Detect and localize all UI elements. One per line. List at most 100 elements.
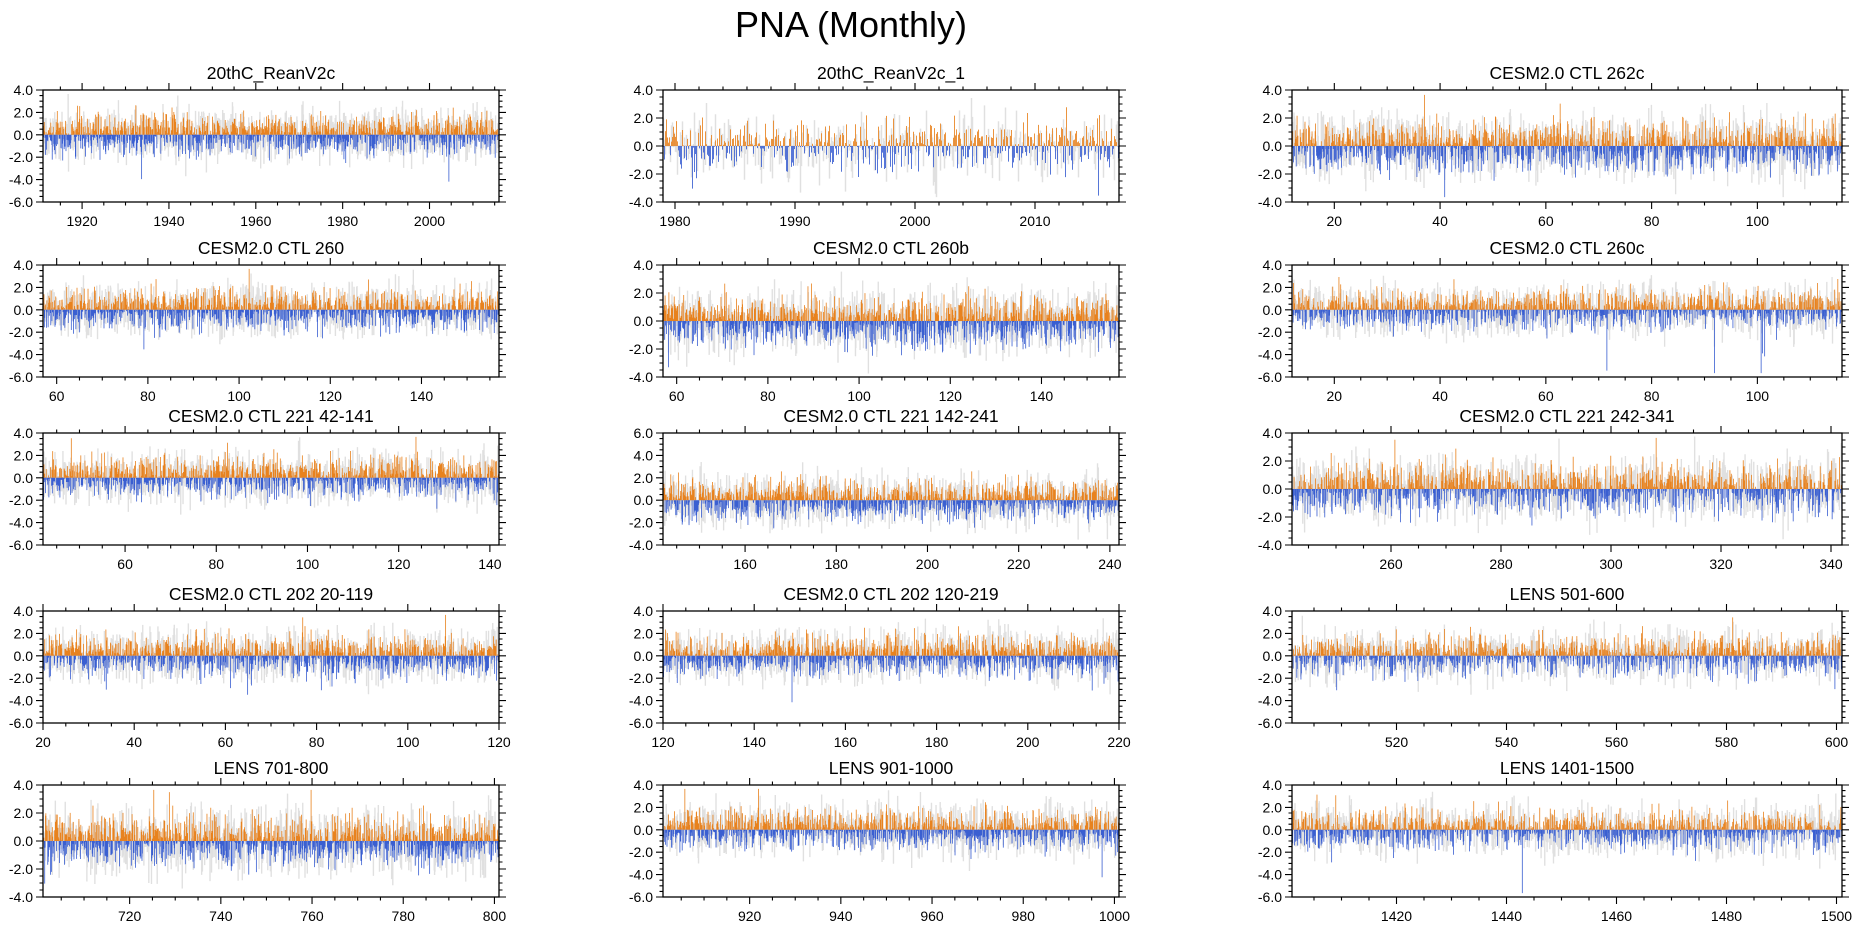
- x-tick-label: 200: [916, 556, 940, 572]
- x-tick-label: 100: [847, 388, 871, 404]
- panel-title: LENS 701-800: [213, 758, 329, 778]
- y-tick-label: -6.0: [629, 715, 653, 731]
- y-tick-label: 0.0: [634, 648, 654, 664]
- y-tick-label: 0.0: [14, 302, 34, 318]
- y-tick-label: -2.0: [1258, 324, 1282, 340]
- x-tick-label: 140: [743, 734, 767, 750]
- x-tick-label: 560: [1605, 734, 1629, 750]
- x-tick-label: 80: [1644, 388, 1660, 404]
- y-tick-label: 2.0: [14, 447, 34, 463]
- x-tick-label: 2000: [899, 213, 930, 229]
- x-tick-label: 300: [1599, 556, 1623, 572]
- x-tick-label: 1920: [67, 213, 98, 229]
- y-tick-label: 0.0: [634, 138, 654, 154]
- y-tick-label: 0.0: [14, 648, 34, 664]
- y-tick-label: -2.0: [1258, 509, 1282, 525]
- chart-canvas: 4.0 2.0 0.0 -2.0 -4.0 260 280 300 320 340: [1258, 425, 1849, 572]
- y-tick-label: -2.0: [9, 324, 33, 340]
- panel-title: CESM2.0 CTL 202 20-119: [168, 584, 374, 604]
- y-tick-label: -2.0: [629, 166, 653, 182]
- y-tick-label: 0.0: [14, 127, 34, 143]
- chart-canvas: 4.0 2.0 0.0 -2.0 -4.0 -6.020 40 60 80 100 120: [9, 603, 511, 750]
- chart-canvas: 4.0 2.0 0.0 -2.0 -4.0 20 40 60 80 100: [1258, 82, 1849, 229]
- y-tick-label: 2.0: [634, 625, 654, 641]
- x-tick-label: 600: [1825, 734, 1849, 750]
- x-tick-label: 1440: [1491, 908, 1522, 924]
- chart-canvas: 4.0 2.0 0.0 -2.0 -4.0 1980 1990 2000 2010: [629, 82, 1126, 229]
- panel-title: LENS 501-600: [1509, 584, 1625, 604]
- x-tick-label: 100: [1746, 388, 1770, 404]
- x-tick-label: 280: [1489, 556, 1513, 572]
- y-tick-label: -4.0: [1258, 347, 1282, 363]
- chart-canvas: 6.0 4.0 2.0 0.0 -2.0 -4.0 160 180 200 220 240: [629, 425, 1126, 572]
- bar-series: [1292, 791, 1842, 894]
- y-tick-label: 4.0: [14, 603, 34, 619]
- y-tick-label: -2.0: [9, 492, 33, 508]
- panel-title: CESM2.0 CTL 260c: [1489, 238, 1645, 258]
- bar-series: [1292, 94, 1842, 198]
- y-tick-label: 2.0: [634, 285, 654, 301]
- y-tick-label: -4.0: [629, 194, 653, 210]
- y-tick-label: -6.0: [9, 715, 33, 731]
- x-tick-label: 1940: [153, 213, 184, 229]
- y-tick-label: 2.0: [634, 110, 654, 126]
- x-tick-label: 180: [925, 734, 949, 750]
- y-tick-label: 4.0: [1263, 257, 1283, 273]
- x-tick-label: 220: [1107, 734, 1131, 750]
- x-tick-label: 1960: [240, 213, 271, 229]
- y-tick-label: 2.0: [1263, 453, 1283, 469]
- x-tick-label: 240: [1098, 556, 1122, 572]
- panel-title: CESM2.0 CTL 260b: [813, 238, 969, 258]
- y-tick-label: -6.0: [9, 537, 33, 553]
- y-tick-label: 4.0: [14, 82, 34, 98]
- y-tick-label: 4.0: [14, 777, 34, 793]
- x-tick-label: 20: [1327, 388, 1343, 404]
- panel-lens-1401-1500: LENS 1401-1500 4.0 2.0 0.0 -2.0 -4.0 -6.0 1420 1…: [1258, 758, 1852, 924]
- y-tick-label: 2.0: [634, 470, 654, 486]
- y-tick-label: 2.0: [14, 805, 34, 821]
- y-tick-label: 0.0: [634, 492, 654, 508]
- x-tick-label: 40: [126, 734, 142, 750]
- panel-title: 20thC_ReanV2c: [206, 63, 336, 83]
- x-tick-label: 220: [1007, 556, 1031, 572]
- y-tick-label: 4.0: [634, 447, 654, 463]
- figure-title: PNA (Monthly): [734, 4, 968, 45]
- y-tick-label: -2.0: [629, 844, 653, 860]
- bar-series: [43, 436, 499, 515]
- x-tick-label: 780: [392, 908, 416, 924]
- y-tick-label: 6.0: [634, 425, 654, 441]
- panel-cesm2-0-ctl-260c: CESM2.0 CTL 260c 4.0 2.0 0.0 -2.0 -4.0 -6.0 20 4…: [1258, 238, 1849, 404]
- x-tick-label: 200: [1016, 734, 1040, 750]
- panel-title: CESM2.0 CTL 202 120-219: [783, 584, 999, 604]
- x-tick-label: 100: [396, 734, 420, 750]
- x-tick-label: 60: [1538, 388, 1554, 404]
- panel-lens-901-1000: LENS 901-1000 4.0 2.0 0.0 -2.0 -4.0 -6.0 920 940…: [629, 758, 1130, 924]
- x-tick-label: 20: [35, 734, 51, 750]
- y-tick-label: -6.0: [1258, 715, 1282, 731]
- x-tick-label: 80: [140, 388, 156, 404]
- bar-series: [663, 788, 1119, 878]
- y-tick-label: 4.0: [634, 777, 654, 793]
- bar-series: [43, 268, 499, 350]
- bar-series: [663, 462, 1119, 540]
- x-tick-label: 80: [208, 556, 224, 572]
- y-tick-label: 0.0: [1263, 648, 1283, 664]
- y-tick-label: -2.0: [9, 670, 33, 686]
- y-tick-label: -4.0: [9, 347, 33, 363]
- x-tick-label: 100: [227, 388, 251, 404]
- x-tick-label: 980: [1012, 908, 1036, 924]
- x-tick-label: 40: [1432, 213, 1448, 229]
- y-tick-label: -6.0: [1258, 369, 1282, 385]
- y-tick-label: 2.0: [634, 799, 654, 815]
- y-tick-label: 2.0: [1263, 279, 1283, 295]
- x-tick-label: 760: [300, 908, 324, 924]
- y-tick-label: 4.0: [634, 257, 654, 273]
- y-tick-label: -4.0: [9, 889, 33, 905]
- y-tick-label: 2.0: [14, 625, 34, 641]
- x-tick-label: 60: [49, 388, 65, 404]
- y-tick-label: 0.0: [14, 470, 34, 486]
- y-tick-label: -2.0: [1258, 844, 1282, 860]
- y-tick-label: -6.0: [9, 194, 33, 210]
- y-tick-label: 2.0: [1263, 110, 1283, 126]
- panel-cesm2-0-ctl-202-120-219: CESM2.0 CTL 202 120-219 4.0 2.0 0.0 -2.0 -4.0…: [629, 584, 1131, 750]
